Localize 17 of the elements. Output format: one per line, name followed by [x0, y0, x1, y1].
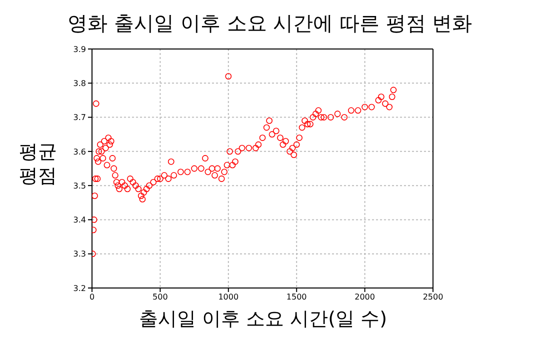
x-axis-title: 출시일 이후 소요 시간(일 수) [138, 307, 388, 332]
x-tick-label: 1000 [218, 292, 239, 302]
x-tick-label: 1500 [286, 292, 307, 302]
x-tick-label: 2000 [354, 292, 375, 302]
y-tick-label: 3.5 [73, 181, 86, 190]
x-tick-label: 2500 [422, 292, 444, 302]
y-tick-label: 3.9 [73, 44, 86, 54]
y-tick-label: 3.3 [73, 250, 86, 259]
y-axis-title: 평균 평점 [18, 140, 58, 188]
y-tick-label: 3.4 [73, 216, 86, 225]
y-tick-label: 3.2 [73, 284, 86, 293]
chart-title: 영화 출시일 이후 소요 시간에 따른 평점 변화 [66, 10, 474, 37]
y-tick-label: 3.8 [73, 78, 86, 88]
y-tick-label: 3.7 [73, 113, 86, 122]
x-tick-label: 0 [89, 292, 95, 302]
x-tick-label: 500 [152, 292, 168, 302]
y-tick-label: 3.6 [73, 147, 86, 156]
